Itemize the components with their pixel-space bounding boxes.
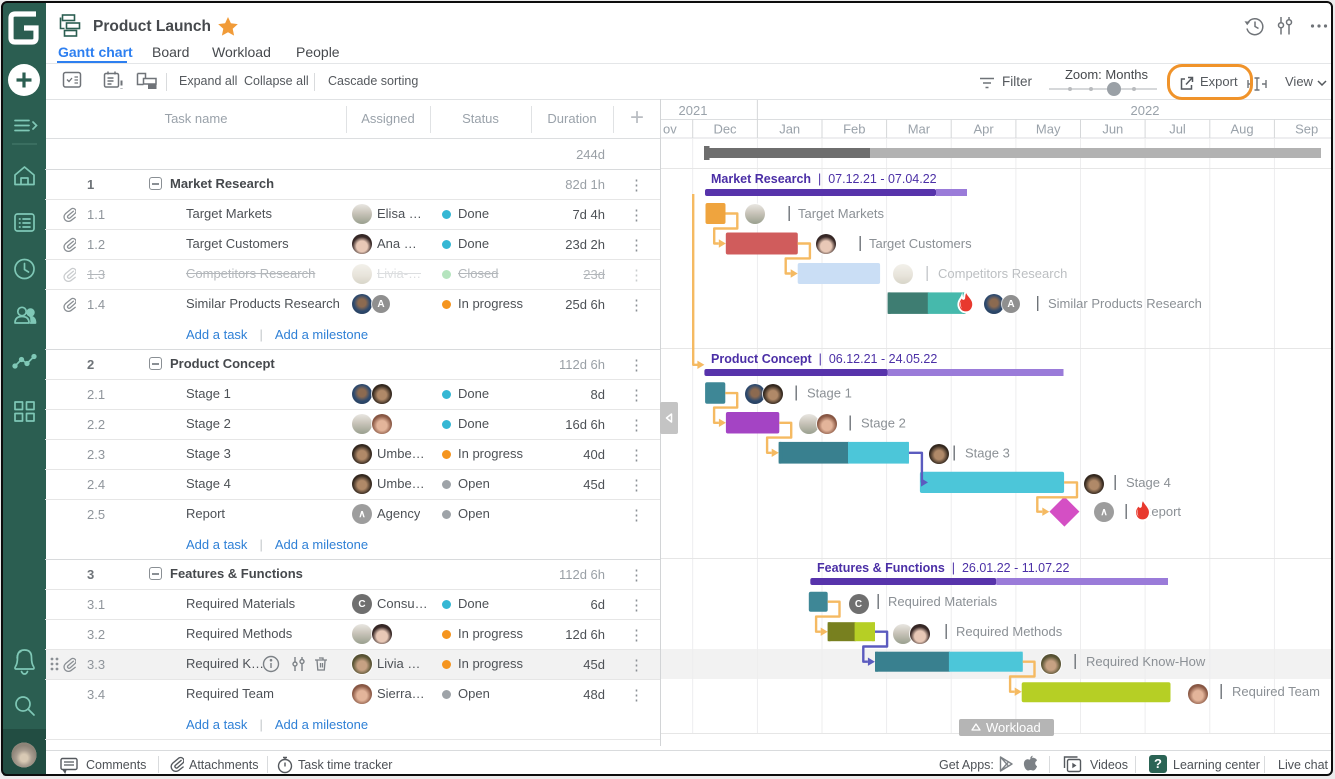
svg-text:Feb: Feb: [843, 122, 865, 137]
svg-text:Workload: Workload: [986, 720, 1041, 735]
svg-text:Report: Report: [1142, 504, 1181, 519]
svg-text:Required Materials: Required Materials: [888, 594, 998, 609]
svg-text:Competitors Research: Competitors Research: [938, 266, 1067, 281]
svg-text:Stage 3: Stage 3: [965, 446, 1010, 461]
svg-text:Jul: Jul: [1169, 122, 1186, 137]
svg-text:Similar Products Research: Similar Products Research: [1048, 296, 1202, 311]
svg-text:ov: ov: [663, 122, 677, 137]
svg-text:Aug: Aug: [1231, 122, 1254, 137]
svg-text:Required Team: Required Team: [1232, 684, 1320, 699]
svg-text:Jan: Jan: [779, 122, 800, 137]
svg-text:2021: 2021: [679, 103, 708, 118]
svg-text:Dec: Dec: [713, 122, 737, 137]
svg-text:May: May: [1036, 122, 1061, 137]
svg-text:Required Know-How: Required Know-How: [1086, 654, 1206, 669]
svg-text:Target Markets: Target Markets: [798, 206, 884, 221]
svg-text:Stage 1: Stage 1: [807, 386, 852, 401]
svg-text:Market Research | 07.12.21 -: Market Research | 07.12.21 - 07.04.22: [711, 172, 937, 186]
svg-text:Jun: Jun: [1102, 122, 1123, 137]
svg-text:Stage 4: Stage 4: [1126, 475, 1171, 490]
svg-text:Apr: Apr: [973, 122, 994, 137]
svg-text:Target Customers: Target Customers: [869, 236, 972, 251]
svg-text:Mar: Mar: [908, 122, 931, 137]
svg-text:2022: 2022: [1131, 103, 1160, 118]
svg-text:Sep: Sep: [1295, 122, 1318, 137]
svg-text:Product Concept | 06.12.21 -: Product Concept | 06.12.21 - 24.05.22: [711, 352, 937, 366]
svg-text:Required Methods: Required Methods: [956, 624, 1063, 639]
svg-text:Features & Functions | 26.01: Features & Functions | 26.01.22 - 11.07.…: [817, 561, 1069, 575]
svg-text:Stage 2: Stage 2: [861, 416, 906, 431]
